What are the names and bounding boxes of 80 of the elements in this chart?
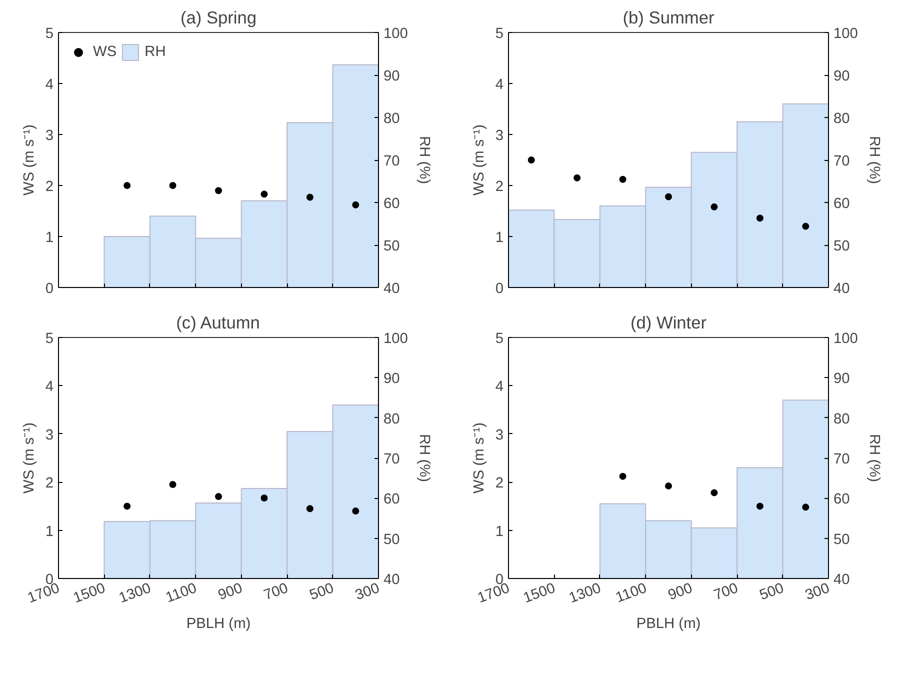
y2-tick-label: 70 (834, 154, 850, 170)
x-tick-label: 300 (353, 580, 382, 604)
y2-tick-label: 90 (834, 68, 850, 84)
y2-tick-label: 40 (834, 572, 850, 588)
y-tick-label: 5 (45, 26, 54, 42)
x-tick-label: 1300 (117, 580, 154, 607)
y2-tick-label: 100 (384, 26, 408, 42)
x-tick-label: 300 (803, 580, 832, 604)
y2-axis-title: RH (%) (866, 434, 882, 482)
y2-tick-label: 50 (384, 532, 400, 548)
y2-tick-label: 40 (834, 281, 850, 297)
x-tick-label: 1500 (71, 580, 108, 607)
y-tick-label: 4 (45, 77, 54, 93)
x-tick-label: 900 (216, 580, 245, 604)
y2-tick-label: 80 (834, 111, 850, 127)
y-tick-label: 2 (45, 476, 54, 492)
y-tick-label: 0 (45, 281, 54, 297)
y-tick-label: 4 (495, 379, 504, 396)
chart-title: (a) Spring (180, 8, 257, 28)
y2-tick-label: 90 (384, 371, 400, 388)
y-tick-label: 5 (495, 26, 504, 42)
y-tick-label: 3 (495, 128, 504, 144)
y-tick-label: 3 (495, 427, 504, 444)
y-tick-label: 5 (45, 331, 54, 347)
y2-tick-label: 40 (384, 281, 400, 297)
x-tick-label: 700 (712, 580, 740, 604)
chart-title: (d) Winter (630, 312, 707, 332)
x-tick-label: 500 (308, 580, 336, 604)
y-tick-label: 1 (495, 524, 504, 540)
y2-axis-title: RH (%) (866, 136, 882, 184)
y2-tick-label: 80 (834, 411, 850, 428)
y-tick-label: 0 (495, 281, 504, 297)
legend-label: RH (144, 44, 166, 60)
y2-tick-label: 100 (834, 26, 858, 42)
y-axis-title: WS (m s⁻¹) (471, 124, 488, 196)
y-tick-label: 4 (45, 379, 54, 396)
y-tick-label: 1 (45, 230, 54, 246)
x-tick-label: 1500 (521, 580, 558, 607)
y2-tick-label: 60 (834, 196, 850, 212)
y-tick-label: 5 (495, 331, 504, 347)
x-tick-label: 500 (758, 580, 786, 604)
y2-tick-label: 70 (384, 452, 400, 468)
y-axis-title: WS (m s⁻¹) (471, 422, 488, 494)
y2-tick-label: 70 (384, 154, 400, 170)
y2-tick-label: 60 (834, 492, 850, 508)
x-axis-title: PBLH (m) (636, 616, 701, 632)
x-tick-label: 700 (262, 580, 290, 604)
x-tick-label: 900 (666, 580, 695, 604)
chart-title: (b) Summer (622, 8, 714, 28)
x-axis-title: PBLH (m) (186, 616, 251, 632)
y2-tick-label: 80 (384, 111, 400, 127)
y2-tick-label: 90 (834, 371, 850, 388)
y2-tick-label: 70 (834, 452, 850, 468)
y2-axis-title: RH (%) (416, 136, 432, 184)
y2-tick-label: 80 (384, 411, 400, 428)
y2-tick-label: 50 (834, 238, 850, 254)
y-axis-title: WS (m s⁻¹) (21, 124, 38, 196)
x-tick-label: 1100 (614, 580, 649, 606)
y2-tick-label: 60 (384, 196, 400, 212)
y-tick-label: 2 (45, 179, 54, 195)
y-tick-label: 1 (45, 524, 54, 540)
y-tick-label: 3 (45, 128, 54, 144)
y2-tick-label: 50 (834, 532, 850, 548)
y-tick-label: 1 (495, 230, 504, 246)
legend-label: WS (93, 44, 117, 60)
y-tick-label: 3 (45, 427, 54, 444)
y2-tick-label: 40 (384, 572, 400, 588)
y2-tick-label: 60 (384, 492, 400, 508)
y-tick-label: 2 (495, 179, 504, 195)
y-axis-title: WS (m s⁻¹) (21, 422, 38, 494)
y-tick-label: 2 (495, 476, 504, 492)
chart-title: (c) Autumn (176, 312, 260, 332)
y-tick-label: 4 (495, 77, 504, 93)
y2-axis-title: RH (%) (416, 434, 432, 482)
x-tick-label: 1300 (567, 580, 604, 607)
y2-tick-label: 90 (384, 68, 400, 84)
y2-tick-label: 50 (384, 238, 400, 254)
y2-tick-label: 100 (384, 331, 408, 347)
y2-tick-label: 100 (834, 331, 858, 347)
x-tick-label: 1100 (164, 580, 199, 606)
